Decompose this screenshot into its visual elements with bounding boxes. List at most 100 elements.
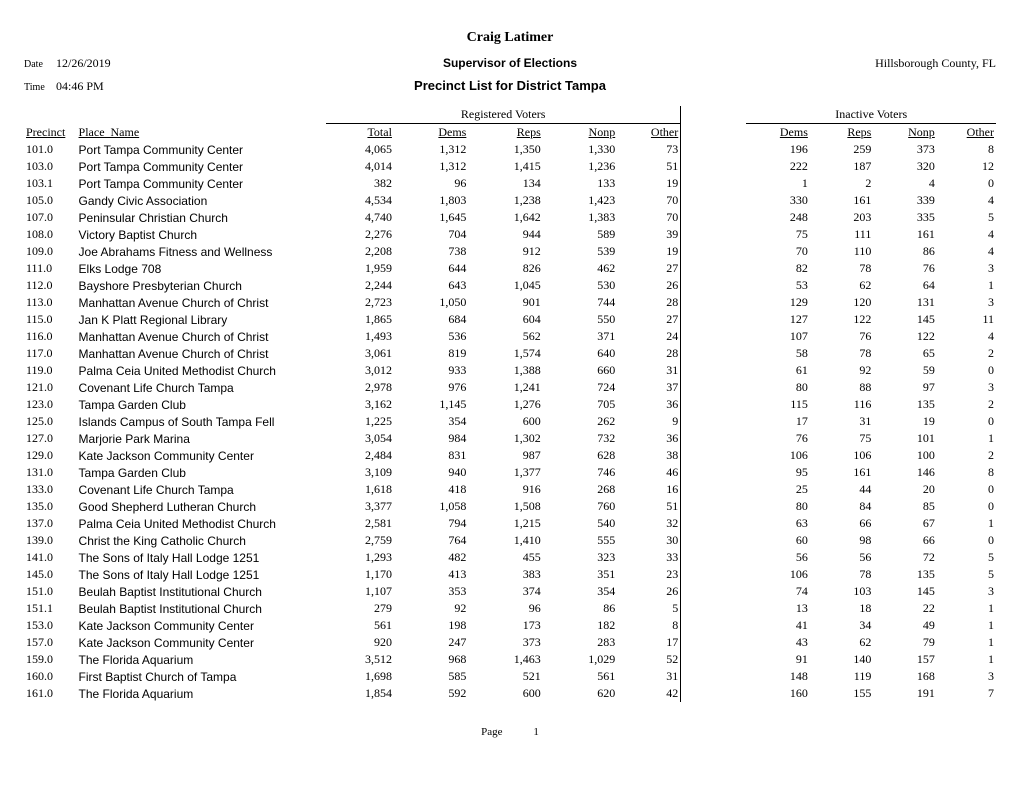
cell-place: Port Tampa Community Center — [77, 158, 327, 175]
table-row: 121.0Covenant Life Church Tampa2,9789761… — [24, 379, 996, 396]
cell-inact-dems: 53 — [746, 277, 809, 294]
cell-separator — [681, 311, 747, 328]
cell-reg-reps: 96 — [468, 600, 542, 617]
cell-reg-dems: 644 — [394, 260, 468, 277]
cell-reg-reps: 134 — [468, 175, 542, 192]
cell-reg-dems: 1,803 — [394, 192, 468, 209]
col-reg-nonp: Nonp — [543, 124, 617, 142]
cell-reg-nonp: 1,330 — [543, 141, 617, 158]
cell-inact-reps: 75 — [810, 430, 873, 447]
table-row: 115.0Jan K Platt Regional Library1,86568… — [24, 311, 996, 328]
cell-inact-other: 1 — [937, 515, 996, 532]
page-label: Page — [481, 726, 502, 738]
cell-inact-reps: 88 — [810, 379, 873, 396]
cell-place: Good Shepherd Lutheran Church — [77, 498, 327, 515]
cell-total: 4,534 — [326, 192, 394, 209]
cell-reg-nonp: 640 — [543, 345, 617, 362]
cell-reg-nonp: 462 — [543, 260, 617, 277]
cell-precinct: 123.0 — [24, 396, 77, 413]
cell-total: 2,244 — [326, 277, 394, 294]
cell-place: Victory Baptist Church — [77, 226, 327, 243]
cell-total: 1,293 — [326, 549, 394, 566]
cell-inact-nonp: 66 — [873, 532, 936, 549]
cell-reg-other: 70 — [617, 192, 681, 209]
cell-reg-nonp: 283 — [543, 634, 617, 651]
cell-precinct: 103.0 — [24, 158, 77, 175]
cell-inact-nonp: 335 — [873, 209, 936, 226]
cell-reg-dems: 764 — [394, 532, 468, 549]
cell-reg-reps: 944 — [468, 226, 542, 243]
table-row: 108.0Victory Baptist Church2,27670494458… — [24, 226, 996, 243]
cell-inact-dems: 148 — [746, 668, 809, 685]
cell-inact-reps: 76 — [810, 328, 873, 345]
cell-separator — [681, 498, 747, 515]
precinct-table: Registered Voters Inactive Voters Precin… — [24, 106, 996, 702]
cell-precinct: 137.0 — [24, 515, 77, 532]
cell-inact-nonp: 101 — [873, 430, 936, 447]
cell-inact-nonp: 373 — [873, 141, 936, 158]
cell-inact-other: 1 — [937, 634, 996, 651]
cell-separator — [681, 515, 747, 532]
cell-total: 2,276 — [326, 226, 394, 243]
cell-separator — [681, 141, 747, 158]
cell-precinct: 145.0 — [24, 566, 77, 583]
cell-reg-dems: 1,312 — [394, 141, 468, 158]
cell-reg-dems: 1,145 — [394, 396, 468, 413]
cell-total: 279 — [326, 600, 394, 617]
cell-reg-reps: 987 — [468, 447, 542, 464]
table-row: 116.0Manhattan Avenue Church of Christ1,… — [24, 328, 996, 345]
cell-precinct: 115.0 — [24, 311, 77, 328]
cell-inact-reps: 78 — [810, 566, 873, 583]
cell-reg-other: 27 — [617, 260, 681, 277]
cell-total: 2,759 — [326, 532, 394, 549]
cell-reg-reps: 600 — [468, 413, 542, 430]
cell-reg-dems: 940 — [394, 464, 468, 481]
cell-reg-nonp: 1,423 — [543, 192, 617, 209]
cell-inact-other: 4 — [937, 243, 996, 260]
cell-reg-other: 27 — [617, 311, 681, 328]
cell-inact-other: 8 — [937, 141, 996, 158]
cell-reg-nonp: 561 — [543, 668, 617, 685]
cell-separator — [681, 379, 747, 396]
cell-inact-reps: 34 — [810, 617, 873, 634]
cell-reg-nonp: 86 — [543, 600, 617, 617]
cell-reg-other: 19 — [617, 243, 681, 260]
cell-place: Port Tampa Community Center — [77, 141, 327, 158]
cell-reg-nonp: 268 — [543, 481, 617, 498]
table-row: 139.0Christ the King Catholic Church2,75… — [24, 532, 996, 549]
cell-place: Kate Jackson Community Center — [77, 617, 327, 634]
cell-place: Gandy Civic Association — [77, 192, 327, 209]
cell-inact-dems: 95 — [746, 464, 809, 481]
cell-reg-dems: 482 — [394, 549, 468, 566]
cell-inact-nonp: 49 — [873, 617, 936, 634]
cell-precinct: 133.0 — [24, 481, 77, 498]
cell-reg-reps: 1,215 — [468, 515, 542, 532]
cell-inact-reps: 203 — [810, 209, 873, 226]
cell-reg-other: 36 — [617, 396, 681, 413]
cell-inact-nonp: 85 — [873, 498, 936, 515]
table-row: 101.0Port Tampa Community Center4,0651,3… — [24, 141, 996, 158]
cell-precinct: 127.0 — [24, 430, 77, 447]
cell-place: The Florida Aquarium — [77, 685, 327, 702]
cell-inact-dems: 70 — [746, 243, 809, 260]
cell-inact-dems: 222 — [746, 158, 809, 175]
cell-inact-other: 0 — [937, 532, 996, 549]
cell-separator — [681, 209, 747, 226]
cell-inact-nonp: 122 — [873, 328, 936, 345]
cell-reg-dems: 536 — [394, 328, 468, 345]
cell-reg-nonp: 133 — [543, 175, 617, 192]
cell-reg-nonp: 1,029 — [543, 651, 617, 668]
cell-reg-dems: 968 — [394, 651, 468, 668]
cell-reg-dems: 976 — [394, 379, 468, 396]
report-title: Precinct List for District Tampa — [24, 78, 996, 93]
cell-inact-other: 4 — [937, 192, 996, 209]
cell-inact-reps: 110 — [810, 243, 873, 260]
cell-reg-nonp: 744 — [543, 294, 617, 311]
table-row: 117.0Manhattan Avenue Church of Christ3,… — [24, 345, 996, 362]
cell-inact-dems: 160 — [746, 685, 809, 702]
table-row: 103.0Port Tampa Community Center4,0141,3… — [24, 158, 996, 175]
cell-inact-reps: 259 — [810, 141, 873, 158]
cell-reg-reps: 1,241 — [468, 379, 542, 396]
cell-reg-reps: 374 — [468, 583, 542, 600]
cell-reg-nonp: 628 — [543, 447, 617, 464]
